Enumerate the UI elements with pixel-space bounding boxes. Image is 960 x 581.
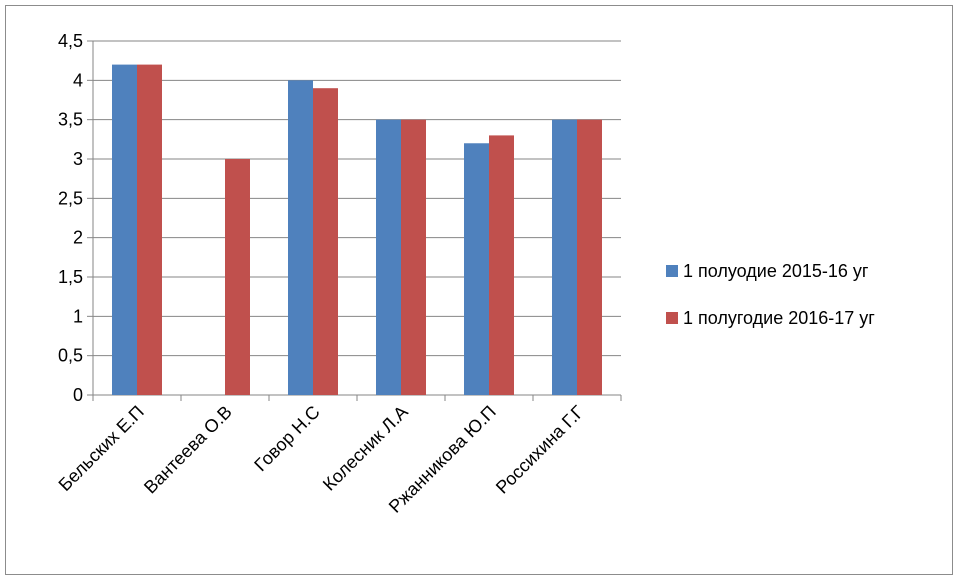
bar (225, 159, 250, 395)
bar (288, 80, 313, 395)
bar (401, 119, 426, 396)
y-tick-label: 0,5 (58, 346, 83, 366)
y-tick-label: 3,5 (58, 110, 83, 130)
y-tick-label: 2 (73, 228, 83, 248)
x-tick-label: Бельских Е.П (55, 402, 148, 495)
bar (489, 135, 514, 395)
bar (313, 88, 338, 395)
legend-swatch (666, 312, 678, 324)
y-tick-label: 1 (73, 306, 83, 326)
y-tick-label: 2,5 (58, 188, 83, 208)
bar (376, 119, 401, 396)
bar (112, 64, 137, 395)
legend-label: 1 полугодие 2016-17 уг (683, 308, 875, 328)
bar (464, 143, 489, 395)
y-tick-label: 4,5 (58, 31, 83, 51)
legend-swatch (666, 265, 678, 277)
x-tick-label: Вантеева О.В (140, 402, 236, 498)
y-tick-label: 3 (73, 149, 83, 169)
x-tick-label: Колесник Л.А (319, 402, 412, 495)
y-tick-label: 1,5 (58, 267, 83, 287)
bar (552, 119, 577, 396)
y-tick-label: 4 (73, 70, 83, 90)
x-tick-label: Россихина Г.Г (492, 402, 588, 498)
bar (137, 64, 162, 395)
bar (577, 119, 602, 396)
y-tick-label: 0 (73, 385, 83, 405)
x-tick-label: Говор Н.С (250, 402, 323, 475)
legend-label: 1 полуодие 2015-16 уг (683, 261, 869, 281)
